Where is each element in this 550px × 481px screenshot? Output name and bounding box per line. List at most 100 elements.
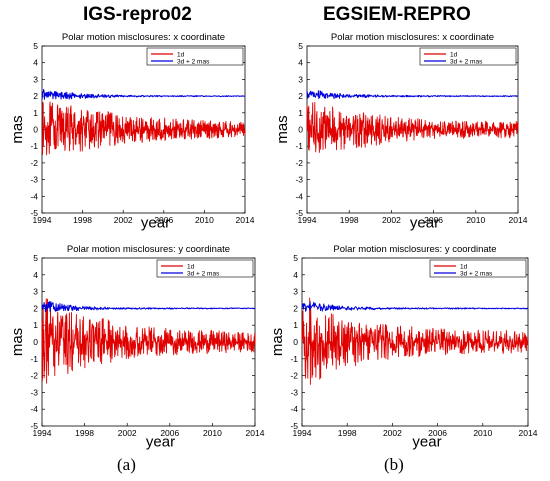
y-tick-label: -5 — [295, 208, 303, 218]
x-tick-label: 2002 — [382, 215, 401, 225]
y-tick-label: -5 — [30, 421, 38, 431]
x-axis-label: year — [412, 433, 441, 450]
y-tick-label: 5 — [33, 41, 38, 51]
x-tick-label: 1998 — [75, 428, 94, 438]
y-tick-label: -4 — [290, 404, 298, 414]
legend-label: 3d + 2 mas — [450, 59, 483, 66]
x-tick-label: 2014 — [519, 428, 538, 438]
series-line-red — [41, 101, 246, 156]
y-tick-label: 5 — [33, 253, 38, 263]
y-tick-label: 5 — [298, 41, 303, 51]
chart-title: Polar motion misclosures: x coordinate — [331, 32, 494, 43]
chart-title: Polar motion misclosures: x coordinate — [62, 32, 225, 43]
x-tick-label: 2006 — [428, 428, 447, 438]
y-tick-label: 1 — [293, 320, 298, 330]
y-tick-label: -2 — [290, 371, 298, 381]
y-tick-label: 3 — [293, 287, 298, 297]
x-tick-label: 1994 — [293, 428, 312, 438]
y-tick-label: -5 — [30, 208, 38, 218]
y-tick-label: 5 — [293, 253, 298, 263]
chart-panel-4: -5 -4 -3 -2 -1 0 1 2 3 4 5 1994 1998 2002 2006 2010 2014… — [269, 244, 538, 450]
y-tick-label: -1 — [295, 141, 303, 151]
x-tick-label: 2006 — [154, 215, 173, 225]
y-tick-label: 1 — [33, 108, 38, 118]
chart-panel-1: -5 -4 -3 -2 -1 0 1 2 3 4 5 1994 1998 2002 2006 2010 2014… — [9, 32, 255, 231]
caption-a: (a) — [117, 455, 136, 474]
x-tick-label: 2010 — [466, 215, 485, 225]
y-tick-label: 2 — [33, 91, 38, 101]
y-tick-label: -1 — [30, 141, 38, 151]
column-title-a: IGS-repro02 — [83, 4, 192, 25]
y-tick-label: 2 — [33, 303, 38, 313]
y-tick-label: -2 — [30, 371, 38, 381]
legend-label: 1d — [450, 52, 458, 59]
chart-panel-3: -5 -4 -3 -2 -1 0 1 2 3 4 5 1994 1998 2002 2006 2010 2014… — [9, 244, 265, 450]
legend-label: 3d + 2 mas — [187, 271, 220, 278]
y-tick-label: 4 — [293, 270, 298, 280]
y-tick-label: -1 — [30, 354, 38, 364]
x-tick-label: 2002 — [118, 428, 137, 438]
x-tick-label: 1998 — [340, 215, 359, 225]
legend-label: 1d — [187, 264, 195, 271]
x-tick-label: 2006 — [160, 428, 179, 438]
legend-label: 3d + 2 mas — [177, 59, 210, 66]
y-tick-label: -3 — [30, 387, 38, 397]
x-tick-label: 2002 — [114, 215, 133, 225]
y-tick-label: 0 — [33, 125, 38, 135]
x-axis-label: year — [141, 214, 170, 231]
series-line-red — [306, 101, 519, 153]
y-tick-label: 0 — [298, 125, 303, 135]
y-axis-label: mas — [9, 328, 26, 356]
x-tick-label: 1998 — [338, 428, 357, 438]
y-axis-label: mas — [269, 328, 286, 356]
y-tick-label: 1 — [298, 108, 303, 118]
series-line-blue — [41, 89, 246, 100]
legend-label: 1d — [460, 264, 468, 271]
y-tick-label: 2 — [298, 91, 303, 101]
series-line-red — [41, 298, 256, 384]
x-tick-label: 2002 — [383, 428, 402, 438]
y-tick-label: 1 — [33, 320, 38, 330]
legend-label: 3d + 2 mas — [460, 271, 493, 278]
y-tick-label: 4 — [33, 58, 38, 68]
x-tick-label: 2014 — [509, 215, 528, 225]
x-tick-label: 1998 — [73, 215, 92, 225]
x-axis-label: year — [410, 214, 439, 231]
y-tick-label: 0 — [293, 337, 298, 347]
y-tick-label: -3 — [30, 175, 38, 185]
x-tick-label: 2014 — [246, 428, 265, 438]
y-tick-label: 2 — [293, 303, 298, 313]
series-line-red — [301, 297, 529, 385]
x-tick-label: 1994 — [298, 215, 317, 225]
x-tick-label: 2010 — [195, 215, 214, 225]
y-tick-label: -3 — [290, 387, 298, 397]
y-tick-label: 3 — [298, 74, 303, 84]
y-tick-label: 3 — [33, 287, 38, 297]
x-tick-label: 2014 — [236, 215, 255, 225]
y-tick-label: -5 — [290, 421, 298, 431]
chart-title: Polar motion misclosures: y coordinate — [333, 244, 496, 255]
chart-title: Polar motion misclosures: y coordinate — [67, 244, 230, 255]
caption-b: (b) — [384, 455, 404, 474]
y-tick-label: -4 — [295, 191, 303, 201]
column-title-b: EGSIEM-REPRO — [323, 4, 471, 25]
y-axis-label: mas — [9, 115, 26, 143]
y-tick-label: 0 — [33, 337, 38, 347]
y-tick-label: 4 — [298, 58, 303, 68]
x-tick-label: 2006 — [424, 215, 443, 225]
y-tick-label: -2 — [295, 158, 303, 168]
y-axis-label: mas — [274, 115, 291, 143]
x-tick-label: 2010 — [203, 428, 222, 438]
x-tick-label: 1994 — [33, 428, 52, 438]
legend-label: 1d — [177, 52, 185, 59]
y-tick-label: 3 — [33, 74, 38, 84]
series-line-blue — [306, 90, 519, 100]
y-tick-label: 4 — [33, 270, 38, 280]
series-line-blue — [41, 301, 256, 313]
y-tick-label: -3 — [295, 175, 303, 185]
x-tick-label: 1994 — [33, 215, 52, 225]
y-tick-label: -1 — [290, 354, 298, 364]
x-axis-label: year — [146, 433, 175, 450]
chart-panel-2: -5 -4 -3 -2 -1 0 1 2 3 4 5 1994 1998 2002 2006 2010 2014… — [274, 32, 528, 231]
